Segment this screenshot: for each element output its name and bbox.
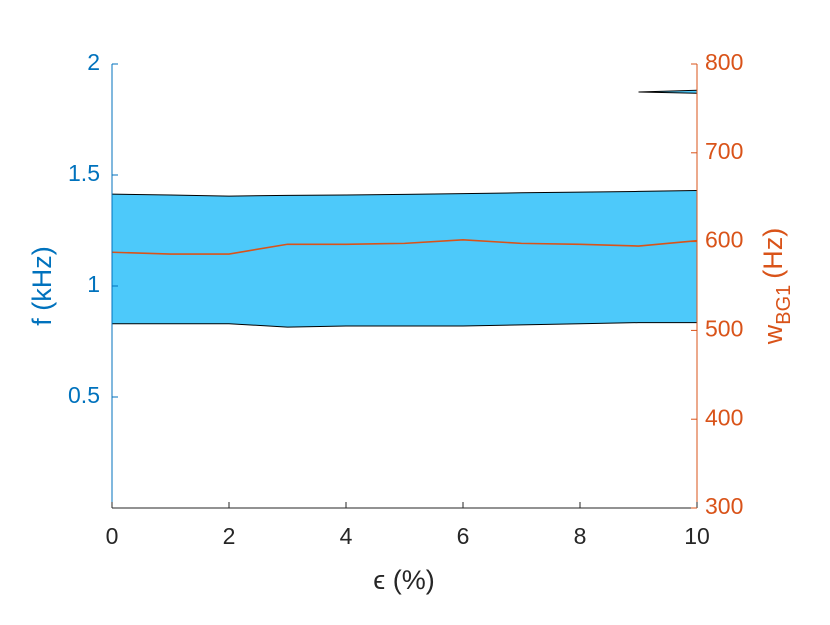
- y2-tick-label: 700: [705, 138, 743, 164]
- band-edge: [638, 89, 698, 93]
- y-tick-label: 2: [87, 49, 100, 75]
- band-edge: [112, 322, 697, 328]
- x-axis-label: ϵ (%): [373, 565, 434, 595]
- x-tick-label: 10: [684, 523, 710, 549]
- x-tick-label: 4: [340, 523, 353, 549]
- y2-label-base: w: [758, 324, 788, 345]
- y2-label-unit: (Hz): [758, 228, 788, 279]
- y2-label-subscript: BG1: [773, 285, 795, 325]
- y2-tick-label: 500: [705, 315, 743, 341]
- band-edge: [638, 91, 698, 94]
- y2-tick-label: 600: [705, 227, 743, 253]
- band-edge: [111, 190, 698, 197]
- x-tick-label: 6: [457, 523, 470, 549]
- x-tick-label: 2: [223, 523, 236, 549]
- y2-tick-label: 400: [705, 404, 743, 430]
- x-tick-label: 0: [106, 523, 119, 549]
- y-tick-label: 0.5: [68, 382, 100, 408]
- line: [111, 239, 698, 255]
- y-tick-label: 1.5: [68, 160, 100, 186]
- y2-axis-label: wBG1 (Hz): [758, 228, 795, 346]
- y2-tick-label: 800: [705, 49, 743, 75]
- y-axis-label: f (kHz): [27, 246, 57, 325]
- y-tick-label: 1: [87, 271, 100, 297]
- band-area: [112, 190, 697, 328]
- x-tick-label: 8: [574, 523, 587, 549]
- y2-tick-label: 300: [705, 493, 743, 519]
